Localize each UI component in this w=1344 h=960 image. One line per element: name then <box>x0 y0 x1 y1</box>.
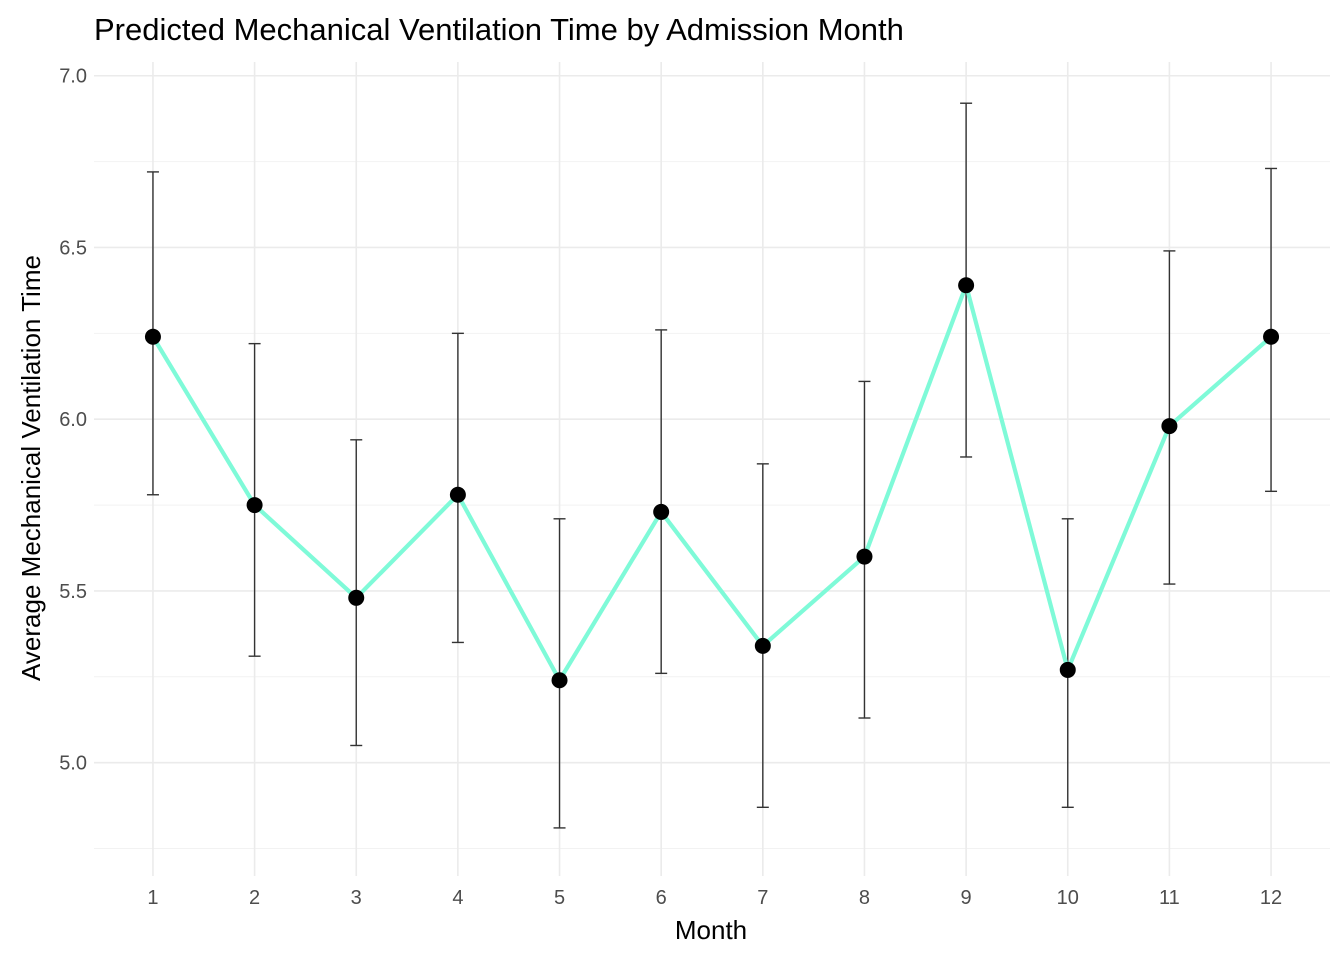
y-tick-label: 6.5 <box>59 237 87 259</box>
data-point <box>246 497 263 514</box>
x-axis-tick-labels: 1 2 3 4 5 6 7 8 9 10 11 12 <box>147 887 1282 909</box>
x-tick-label: 5 <box>554 887 565 909</box>
data-point <box>551 672 568 689</box>
x-tick-label: 8 <box>859 887 870 909</box>
error-bar <box>756 463 769 809</box>
y-axis-tick-labels: 5.0 5.5 6.0 6.5 7.0 <box>59 66 87 775</box>
x-tick-label: 10 <box>1057 887 1079 909</box>
x-tick-label: 1 <box>147 887 158 909</box>
data-point <box>653 503 670 520</box>
y-axis-title: Average Mechanical Ventilation Time <box>16 255 46 681</box>
series-line <box>151 283 1273 683</box>
x-tick-label: 9 <box>961 887 972 909</box>
y-tick-label: 6.0 <box>59 409 87 431</box>
x-tick-label: 12 <box>1260 887 1282 909</box>
data-point <box>144 328 161 345</box>
y-tick-label: 5.5 <box>59 581 87 603</box>
series-line-group <box>151 283 1273 683</box>
data-point <box>958 277 975 294</box>
x-tick-label: 2 <box>249 887 260 909</box>
data-point <box>856 548 873 565</box>
x-tick-label: 4 <box>452 887 463 909</box>
x-tick-label: 6 <box>656 887 667 909</box>
chart-title: Predicted Mechanical Ventilation Time by… <box>94 12 904 47</box>
x-axis-title: Month <box>675 915 747 945</box>
x-tick-label: 7 <box>757 887 768 909</box>
error-bar <box>1163 250 1176 585</box>
data-point <box>348 589 365 606</box>
x-tick-label: 11 <box>1159 887 1180 909</box>
data-point <box>1059 661 1076 678</box>
y-tick-label: 7.0 <box>59 66 87 88</box>
data-point <box>1263 328 1280 345</box>
data-points <box>144 277 1280 689</box>
error-bar <box>655 329 668 675</box>
x-tick-label: 3 <box>351 887 362 909</box>
data-point <box>754 637 771 654</box>
data-point <box>1161 418 1178 435</box>
error-bars <box>146 102 1278 829</box>
grid <box>94 62 1330 876</box>
y-tick-label: 5.0 <box>59 753 87 775</box>
data-point <box>449 486 466 503</box>
